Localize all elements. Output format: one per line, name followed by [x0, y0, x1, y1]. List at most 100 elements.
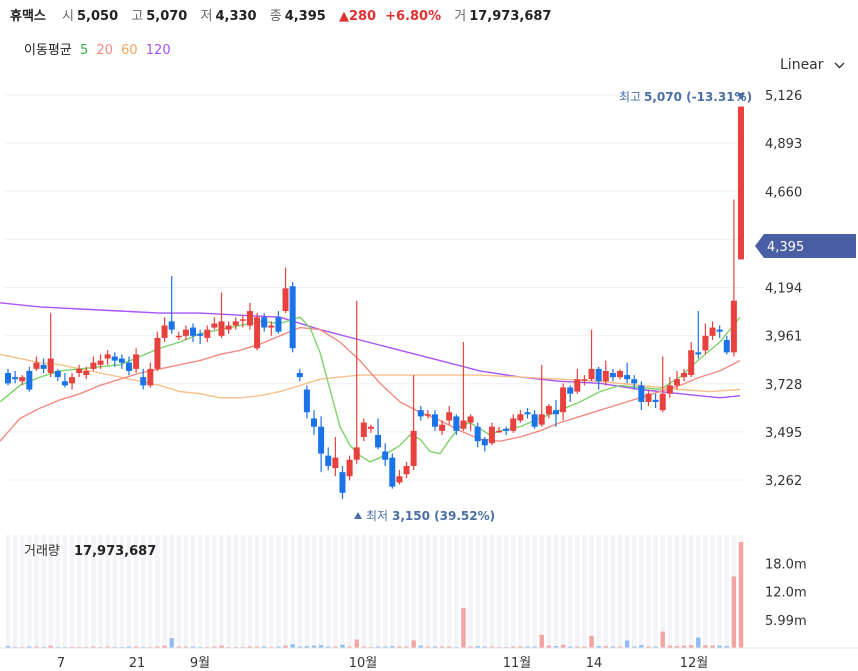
high-annotation-label: 최고: [619, 90, 641, 104]
candle-body: [417, 410, 424, 417]
candle-body: [609, 373, 616, 378]
volume-bar: [610, 646, 616, 648]
volume-stripe: [354, 535, 359, 648]
ma120-legend[interactable]: 120: [145, 43, 171, 58]
volume-bar: [183, 646, 189, 648]
volume-bar: [632, 646, 637, 648]
volume-stripe: [568, 535, 573, 648]
volume-stripe: [432, 535, 438, 648]
low-annotation-label: 최저: [366, 509, 388, 523]
ma20-legend[interactable]: 20: [96, 43, 113, 58]
volume-bar: [382, 646, 388, 648]
volume-stripe: [205, 535, 210, 648]
ma5-legend[interactable]: 5: [79, 43, 89, 58]
volume-stripe: [681, 535, 687, 648]
volume-stripe: [624, 535, 630, 648]
volume-stripe: [69, 535, 75, 648]
volume-bar: [461, 607, 466, 648]
high-value: 5,070: [146, 9, 188, 24]
y-tick-label: 3,728: [765, 378, 802, 393]
volume-stripe: [447, 535, 452, 648]
candle-body: [239, 319, 246, 321]
candle-body: [588, 368, 595, 380]
volume-stripe: [347, 535, 352, 648]
volume-bar: [703, 645, 708, 648]
scale-toggle[interactable]: Linear: [780, 57, 845, 73]
volume-tick-label: 5.99m: [765, 614, 807, 629]
candle-body: [681, 373, 688, 378]
volume-stripe: [546, 535, 552, 648]
volume-stripe: [404, 535, 409, 648]
candle-body: [246, 311, 253, 326]
volume-tick-label: 18.0m: [765, 557, 807, 572]
volume-stripe: [162, 535, 167, 648]
volume-stripe: [646, 535, 651, 648]
candle-body: [367, 426, 374, 429]
volume-stripe: [425, 535, 431, 648]
volume-stripe: [219, 535, 224, 648]
volume-stripe: [197, 535, 203, 648]
volume-stripe: [411, 535, 416, 648]
candle-body: [204, 329, 211, 338]
close-value: 4,395: [284, 9, 326, 24]
candle-body: [175, 335, 182, 338]
volume-bar: [212, 646, 217, 648]
chevron-down-icon: [834, 57, 845, 73]
volume-stripe: [468, 535, 473, 648]
candle-body: [410, 430, 417, 466]
candle-body: [346, 459, 353, 477]
volume-stripe: [112, 535, 117, 648]
volume-stripe: [141, 535, 146, 648]
candle-body: [147, 368, 154, 386]
candle-body: [510, 418, 517, 431]
ma20-line: [0, 326, 741, 442]
candle-body: [382, 451, 389, 460]
candle-body: [353, 447, 360, 460]
volume-stripe: [176, 535, 181, 648]
candle-body: [524, 412, 531, 415]
volume-bar: [261, 646, 267, 648]
candle-body: [624, 375, 631, 380]
candle-body: [702, 335, 709, 351]
candle-body: [197, 333, 204, 336]
volume-stripe: [247, 535, 253, 648]
volume-stripe: [34, 535, 39, 648]
volume-bar: [660, 631, 665, 648]
volume-stripe: [318, 535, 324, 648]
ma60-legend[interactable]: 60: [121, 43, 138, 58]
volume-bar: [674, 646, 680, 648]
volume-bar: [91, 646, 96, 648]
volume-bar: [560, 644, 566, 648]
candle-body: [118, 358, 125, 363]
ma60-line: [0, 353, 741, 399]
volume-bar: [568, 646, 573, 648]
volume-bar: [5, 646, 11, 648]
volume-bar: [411, 640, 416, 648]
volume-stripe: [482, 535, 488, 648]
candle-body: [638, 385, 645, 402]
volume-stripe: [397, 535, 402, 648]
volume-stripe: [461, 535, 466, 648]
candle-body: [125, 362, 132, 371]
low-label: 저: [200, 9, 213, 24]
volume-bar: [603, 646, 608, 648]
candle-body: [730, 300, 737, 353]
ma-legend-label: 이동평균: [24, 43, 72, 58]
ma5-line: [0, 316, 741, 463]
volume-bar: [340, 644, 345, 648]
volume-bar: [375, 646, 381, 648]
volume-stripe: [496, 535, 502, 648]
candle-body: [111, 356, 118, 361]
volume-stripe: [582, 535, 587, 648]
candle-body: [133, 354, 140, 369]
volume-bar: [710, 645, 715, 648]
volume-bar: [489, 646, 495, 648]
volume-bar: [155, 646, 160, 648]
candle-body: [289, 286, 296, 349]
candle-body: [581, 379, 588, 381]
volume-bar: [688, 645, 694, 648]
candle-body: [97, 360, 104, 365]
candle-body: [325, 455, 332, 466]
volume-stripe: [368, 535, 374, 648]
